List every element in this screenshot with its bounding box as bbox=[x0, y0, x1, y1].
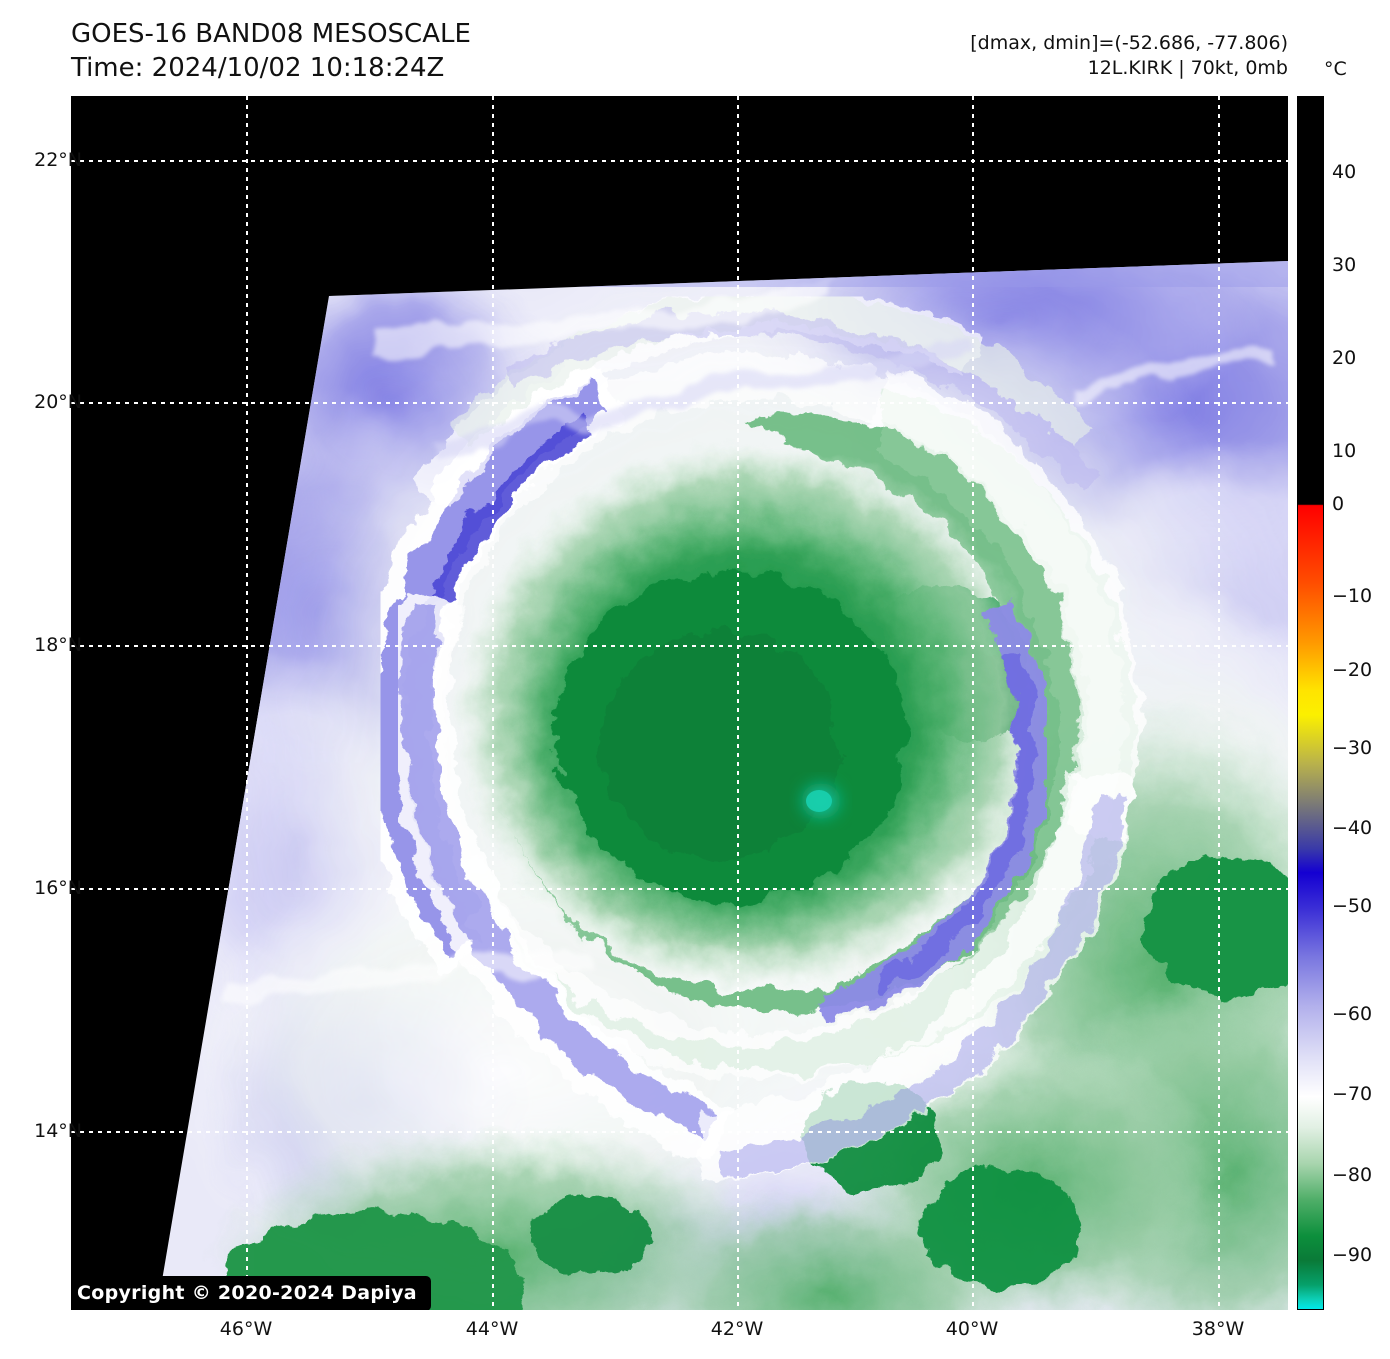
colorbar-tick-0: 0 bbox=[1332, 493, 1345, 515]
colorbar-tick-neg30: −30 bbox=[1332, 737, 1373, 759]
colorbar-tick-20: 20 bbox=[1332, 347, 1357, 369]
colorbar-gradient bbox=[1297, 96, 1324, 1310]
observation-time: Time: 2024/10/02 10:18:24Z bbox=[71, 52, 445, 83]
satellite-plot-area[interactable]: Copyright © 2020-2024 Dapiya bbox=[71, 96, 1288, 1310]
colorbar-tick-neg10: −10 bbox=[1332, 585, 1373, 607]
colorbar-tick-neg50: −50 bbox=[1332, 895, 1373, 917]
metadata-block: [dmax, dmin]=(-52.686, -77.806) 12L.KIRK… bbox=[970, 31, 1288, 81]
colorbar-tick-neg80: −80 bbox=[1332, 1164, 1373, 1186]
colorbar-tick-30: 30 bbox=[1332, 254, 1357, 276]
x-tick-44w: 44°W bbox=[465, 1318, 519, 1340]
coldest-cloud-top bbox=[806, 790, 832, 812]
colorbar-tick-neg70: −70 bbox=[1332, 1083, 1373, 1105]
temperature-colorbar[interactable] bbox=[1297, 96, 1324, 1310]
colorbar-tick-neg40: −40 bbox=[1332, 817, 1373, 839]
colorbar-unit-label: °C bbox=[1324, 58, 1347, 80]
dmax-dmin-readout: [dmax, dmin]=(-52.686, -77.806) bbox=[970, 32, 1288, 54]
y-tick-18n: 18°N bbox=[34, 634, 82, 656]
colorbar-tick-neg90: −90 bbox=[1332, 1244, 1373, 1266]
y-tick-16n: 16°N bbox=[34, 877, 82, 899]
colorbar-tick-10: 10 bbox=[1332, 440, 1357, 462]
colorbar-tick-neg60: −60 bbox=[1332, 1003, 1373, 1025]
y-tick-14n: 14°N bbox=[34, 1120, 82, 1142]
y-tick-22n: 22°N bbox=[34, 149, 82, 171]
product-title: GOES-16 BAND08 MESOSCALE bbox=[71, 19, 471, 49]
x-tick-40w: 40°W bbox=[945, 1318, 999, 1340]
storm-info-readout: 12L.KIRK | 70kt, 0mb bbox=[1087, 57, 1288, 80]
page-title: GOES-16 BAND08 MESOSCALE Time: 2024/10/0… bbox=[71, 18, 471, 86]
y-tick-20n: 20°N bbox=[34, 391, 82, 413]
colorbar-tick-neg20: −20 bbox=[1332, 659, 1373, 681]
colorbar-tick-40: 40 bbox=[1332, 161, 1357, 183]
copyright-badge: Copyright © 2020-2024 Dapiya bbox=[71, 1276, 431, 1310]
x-tick-42w: 42°W bbox=[710, 1318, 764, 1340]
infrared-satellite-heatmap bbox=[71, 96, 1288, 1310]
x-tick-38w: 38°W bbox=[1191, 1318, 1245, 1340]
x-tick-46w: 46°W bbox=[219, 1318, 273, 1340]
